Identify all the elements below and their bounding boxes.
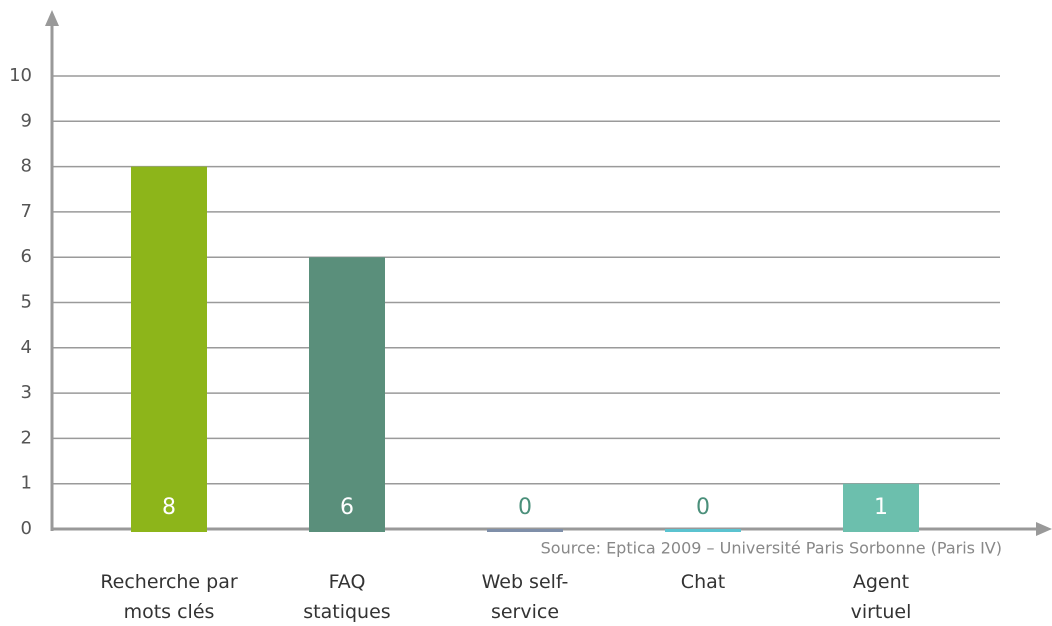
y-axis-arrow <box>45 10 59 26</box>
x-tick-label: FAQ statiques <box>303 571 391 623</box>
y-tick-label: 9 <box>21 110 32 131</box>
y-tick-label: 6 <box>21 246 32 267</box>
data-label: 1 <box>874 495 888 520</box>
y-tick-label: 10 <box>9 65 32 86</box>
x-tick-label: Agent virtuel <box>850 571 912 623</box>
y-tick-label: 3 <box>21 382 32 403</box>
y-tick-label: 4 <box>21 337 32 358</box>
bar <box>487 529 563 532</box>
bar <box>665 529 741 532</box>
bar <box>843 483 919 532</box>
data-label: 0 <box>518 495 532 520</box>
data-label: 6 <box>340 495 354 520</box>
x-tick-label: Chat <box>680 571 726 593</box>
y-tick-label: 5 <box>21 292 32 313</box>
data-label: 8 <box>162 495 176 520</box>
x-tick-label: Web self- service <box>481 571 569 623</box>
x-tick-label: Recherche par mots clés <box>100 571 238 623</box>
y-tick-label: 7 <box>21 201 32 222</box>
y-tick-label: 1 <box>21 473 32 494</box>
y-tick-label: 0 <box>21 518 32 539</box>
y-tick-label: 8 <box>21 156 32 177</box>
bar <box>131 166 207 532</box>
y-tick-label: 2 <box>21 427 32 448</box>
source: Source: Eptica 2009 – Université Paris S… <box>541 539 1002 558</box>
data-label: 0 <box>696 495 710 520</box>
bar <box>309 257 385 532</box>
x-axis-arrow <box>1036 522 1052 536</box>
